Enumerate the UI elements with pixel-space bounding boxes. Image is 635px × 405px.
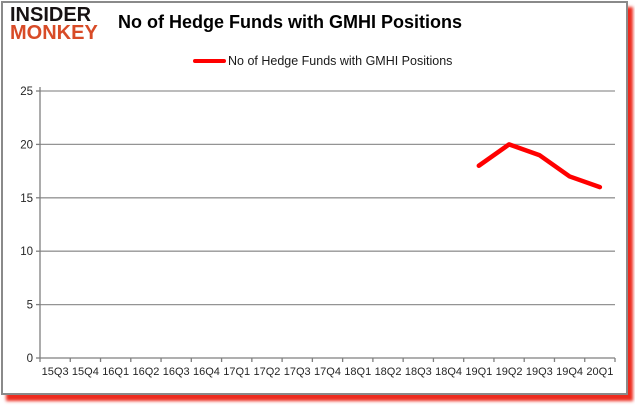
logo-monkey-text: MONKEY: [10, 21, 98, 44]
y-tick-label-10: 10: [20, 246, 33, 258]
legend: No of Hedge Funds with GMHI Positions: [193, 54, 452, 68]
logo-insider-text: INSIDER: [10, 4, 92, 26]
x-tick-label-16Q3: 16Q3: [163, 366, 190, 378]
x-tick-label-18Q3: 18Q3: [405, 366, 432, 378]
x-tick-label-19Q3: 19Q3: [526, 366, 553, 378]
x-tick-label-16Q1: 16Q1: [102, 366, 129, 378]
x-tick-label-19Q4: 19Q4: [556, 366, 583, 378]
x-tick-label-19Q1: 19Q1: [465, 366, 492, 378]
x-tick-label-17Q2: 17Q2: [254, 366, 281, 378]
x-tick-label-16Q2: 16Q2: [132, 366, 159, 378]
x-tick-label-15Q3: 15Q3: [42, 366, 69, 378]
x-tick-label-17Q1: 17Q1: [223, 366, 250, 378]
x-tick-label-18Q2: 18Q2: [375, 366, 402, 378]
x-tick-label-19Q2: 19Q2: [496, 366, 523, 378]
x-tick-label-17Q3: 17Q3: [284, 366, 311, 378]
series-line-no-of-hedge-funds-with-gmhi-positions: [476, 142, 603, 190]
x-tick-label-20Q1: 20Q1: [586, 366, 613, 378]
x-tick-label-16Q4: 16Q4: [193, 366, 220, 378]
insider-monkey-logo: INSIDER MONKEY: [10, 4, 98, 44]
legend-line-icon: [193, 59, 226, 63]
legend-label: No of Hedge Funds with GMHI Positions: [228, 54, 453, 68]
y-tick-label-25: 25: [20, 86, 33, 98]
x-tick-label-18Q1: 18Q1: [344, 366, 371, 378]
x-tick-label-17Q4: 17Q4: [314, 366, 341, 378]
x-tick-label-15Q4: 15Q4: [72, 366, 99, 378]
y-tick-label-0: 0: [27, 353, 33, 365]
y-tick-label-20: 20: [20, 139, 33, 151]
y-tick-label-5: 5: [27, 300, 33, 312]
y-tick-label-15: 15: [20, 193, 33, 205]
x-tick-label-18Q4: 18Q4: [435, 366, 462, 378]
page-title: No of Hedge Funds with GMHI Positions: [118, 12, 462, 32]
